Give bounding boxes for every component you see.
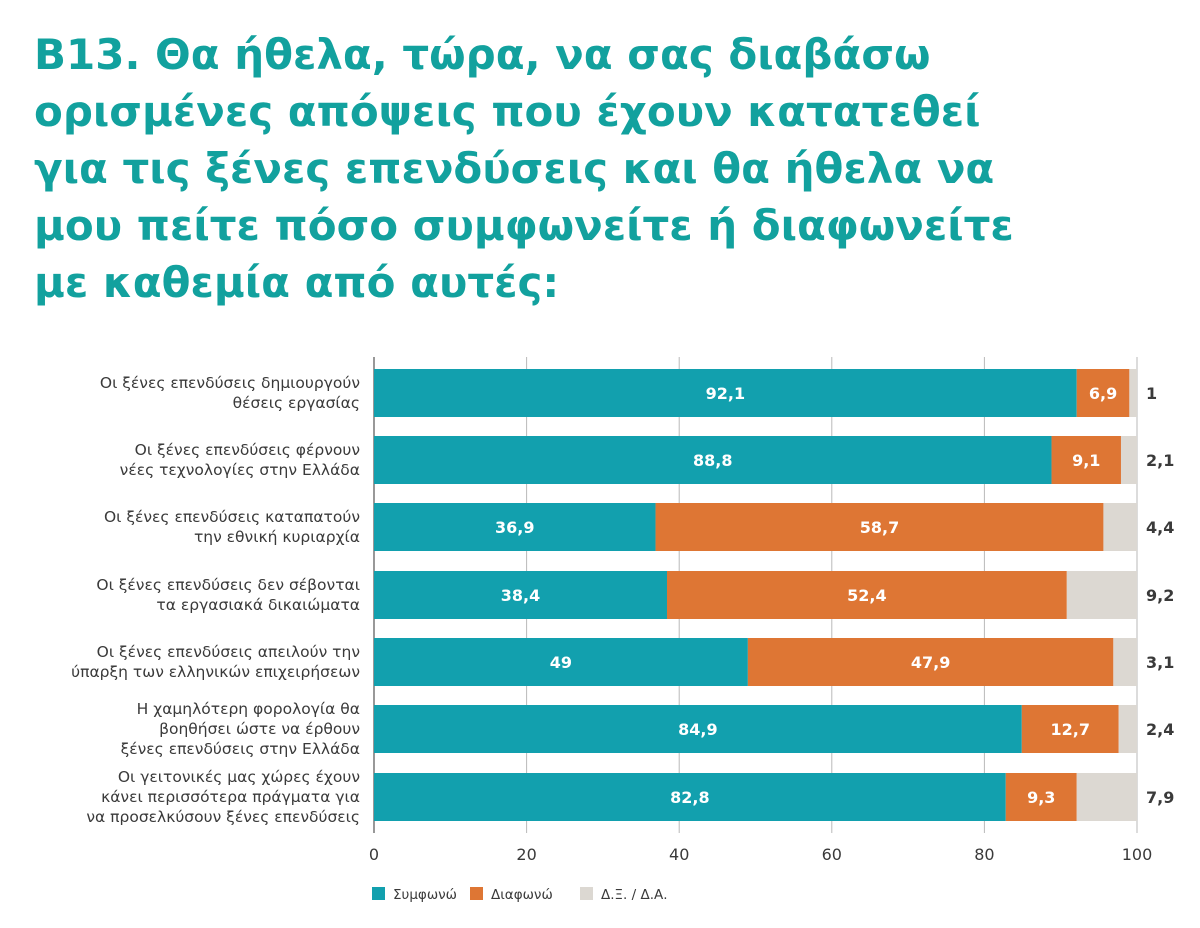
data-label: 47,9 <box>911 653 950 672</box>
x-axis: 0 20 40 60 80 100 <box>369 845 1152 864</box>
bar-segment <box>374 571 667 619</box>
category-label: Οι ξένες επενδύσεις απειλούν την ύπαρξη τ… <box>71 643 360 681</box>
bar-segment <box>374 503 656 551</box>
data-label: 1 <box>1146 384 1157 403</box>
x-tick-label: 40 <box>669 845 689 864</box>
legend-swatch <box>372 887 385 900</box>
category-label: Οι ξένες επενδύσεις δημιουργούν θέσεις ερ… <box>100 374 360 412</box>
category-label: Οι γειτονικές μας χώρες έχουν κάνει περισ… <box>86 768 360 826</box>
data-label: 88,8 <box>693 451 732 470</box>
data-label: 3,1 <box>1146 653 1174 672</box>
data-label: 84,9 <box>678 720 717 739</box>
legend-swatch <box>470 887 483 900</box>
x-tick-label: 60 <box>822 845 842 864</box>
x-tick-label: 80 <box>974 845 994 864</box>
category-label: Οι ξένες επενδύσεις δεν σέβονται τα εργασ… <box>96 576 360 614</box>
bar-segment <box>1113 638 1137 686</box>
bar-segment <box>747 638 1114 686</box>
bar-segment <box>374 436 1052 484</box>
bar-segment <box>374 638 748 686</box>
bars <box>374 369 1137 821</box>
x-tick-label: 0 <box>369 845 379 864</box>
data-label: 9,1 <box>1072 451 1100 470</box>
data-label: 36,9 <box>495 518 534 537</box>
category-label: Οι ξένες επενδύσεις φέρνουν νέες τεχνολογ… <box>120 441 360 479</box>
data-label: 2,1 <box>1146 451 1174 470</box>
data-label: 7,9 <box>1146 788 1174 807</box>
bar-segment <box>1021 705 1119 753</box>
bar-segment <box>1120 436 1137 484</box>
bar-segment <box>1076 369 1130 417</box>
bar-segment <box>374 773 1006 821</box>
data-label: 9,3 <box>1027 788 1055 807</box>
bar-segment <box>1051 436 1121 484</box>
data-label: 58,7 <box>860 518 899 537</box>
bar-segment <box>666 571 1067 619</box>
data-label: 52,4 <box>847 586 886 605</box>
x-tick-label: 20 <box>516 845 536 864</box>
data-label: 49 <box>550 653 572 672</box>
x-tick-label: 100 <box>1122 845 1153 864</box>
data-label: 12,7 <box>1050 720 1089 739</box>
legend-label: Δ.Ξ. / Δ.Α. <box>601 887 668 903</box>
data-label: 82,8 <box>670 788 709 807</box>
category-label: Η χαμηλότερη φορολογία θα βοηθήσει ώστε ν… <box>121 700 360 758</box>
data-label: 92,1 <box>706 384 745 403</box>
bar-segment <box>1118 705 1137 753</box>
category-label: Οι ξένες επενδύσεις καταπατούν την εθνική… <box>104 508 360 546</box>
bar-segment <box>1129 369 1137 417</box>
bar-segment <box>1103 503 1137 551</box>
bar-segment <box>1005 773 1077 821</box>
bar-segment <box>1076 773 1137 821</box>
legend: Συμφωνώ Διαφωνώ Δ.Ξ. / Δ.Α. <box>372 887 668 903</box>
category-labels: Οι ξένες επενδύσεις δημιουργούν θέσεις ερ… <box>71 374 360 826</box>
bar-segment <box>1066 571 1137 619</box>
data-label: 6,9 <box>1089 384 1117 403</box>
data-label: 9,2 <box>1146 586 1174 605</box>
data-label: 38,4 <box>501 586 540 605</box>
page-title: B13. Θα ήθελα, τώρα, να σας διαβάσω ορισ… <box>34 30 1014 307</box>
data-label: 4,4 <box>1146 518 1174 537</box>
bar-labels: 92,1 6,9 1 88,8 9,1 2,1 36,9 58,7 4,4 38,4 52,4 9,2… <box>495 384 1174 807</box>
data-label: 2,4 <box>1146 720 1174 739</box>
legend-label: Διαφωνώ <box>491 887 553 903</box>
bar-segment <box>374 369 1077 417</box>
bar-segment <box>655 503 1104 551</box>
legend-label: Συμφωνώ <box>393 887 457 903</box>
bar-segment <box>374 705 1022 753</box>
legend-swatch <box>580 887 593 900</box>
